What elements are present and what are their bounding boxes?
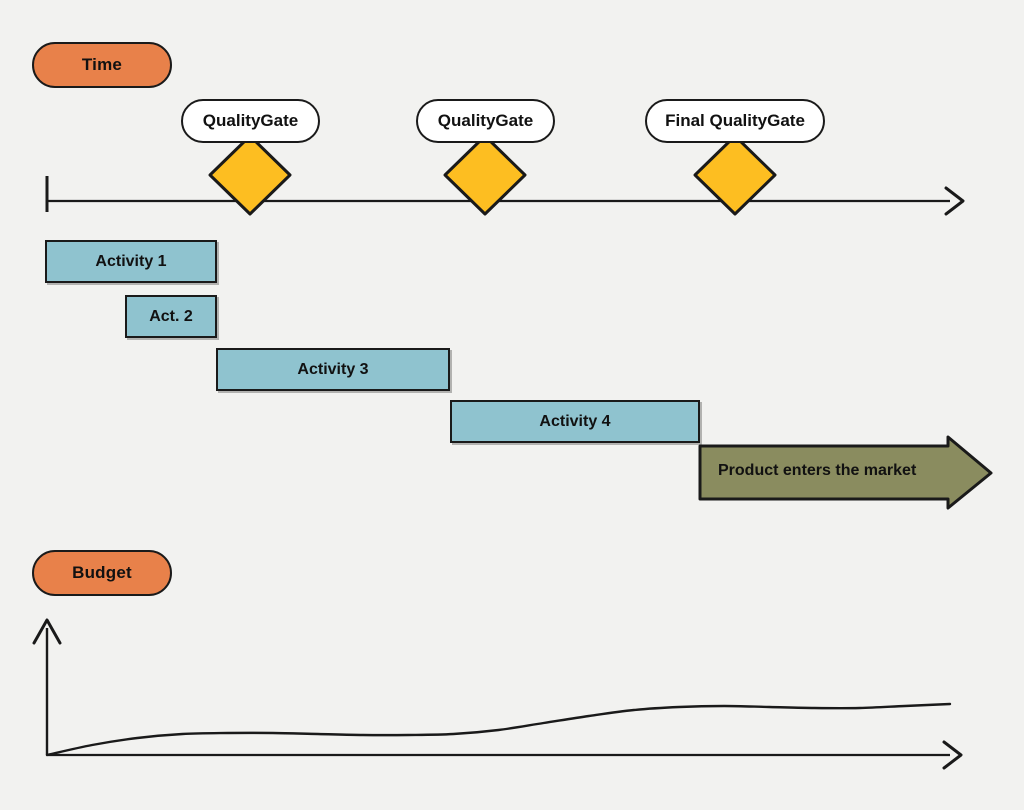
time-axis-arrowhead: [944, 186, 965, 216]
activity-bar-2-label: Act. 2: [149, 307, 193, 325]
budget-y-axis-arrowhead: [32, 618, 62, 645]
activity-bar-2[interactable]: Act. 2: [125, 295, 217, 338]
diamond-icon: [443, 134, 527, 216]
budget-section-label: Budget: [72, 563, 132, 582]
product-enters-market-arrow-shape[interactable]: [698, 435, 993, 510]
quality-gate-marker-3[interactable]: [693, 134, 777, 216]
diamond-icon: [208, 134, 292, 216]
time-section-label: Time: [81, 55, 123, 74]
activity-bar-1-label: Activity 1: [95, 252, 167, 270]
quality-gate-label-2-text: QualityGate: [437, 111, 534, 130]
quality-gate-label-1[interactable]: QualityGate: [181, 99, 320, 143]
product-enters-market-label: Product enters the market: [718, 462, 917, 479]
quality-gate-label-2[interactable]: QualityGate: [416, 99, 555, 143]
quality-gate-label-3[interactable]: Final QualityGate: [645, 99, 825, 143]
activity-bar-3[interactable]: Activity 3: [216, 348, 450, 391]
budget-curve-line: [45, 702, 952, 757]
budget-section-pill[interactable]: Budget: [32, 550, 172, 596]
activity-bar-3-label: Activity 3: [297, 360, 369, 378]
quality-gate-label-3-text: Final QualityGate: [665, 111, 805, 130]
budget-x-axis-arrowhead: [942, 740, 963, 770]
activity-bar-4[interactable]: Activity 4: [450, 400, 700, 443]
quality-gate-marker-2[interactable]: [443, 134, 527, 216]
quality-gate-label-1-text: QualityGate: [202, 111, 299, 130]
budget-axis-group: [32, 618, 963, 770]
time-section-pill[interactable]: Time: [32, 42, 172, 88]
quality-gate-marker-1[interactable]: [208, 134, 292, 216]
diamond-icon: [693, 134, 777, 216]
activity-bar-1[interactable]: Activity 1: [45, 240, 217, 283]
activity-bar-4-label: Activity 4: [539, 412, 611, 430]
